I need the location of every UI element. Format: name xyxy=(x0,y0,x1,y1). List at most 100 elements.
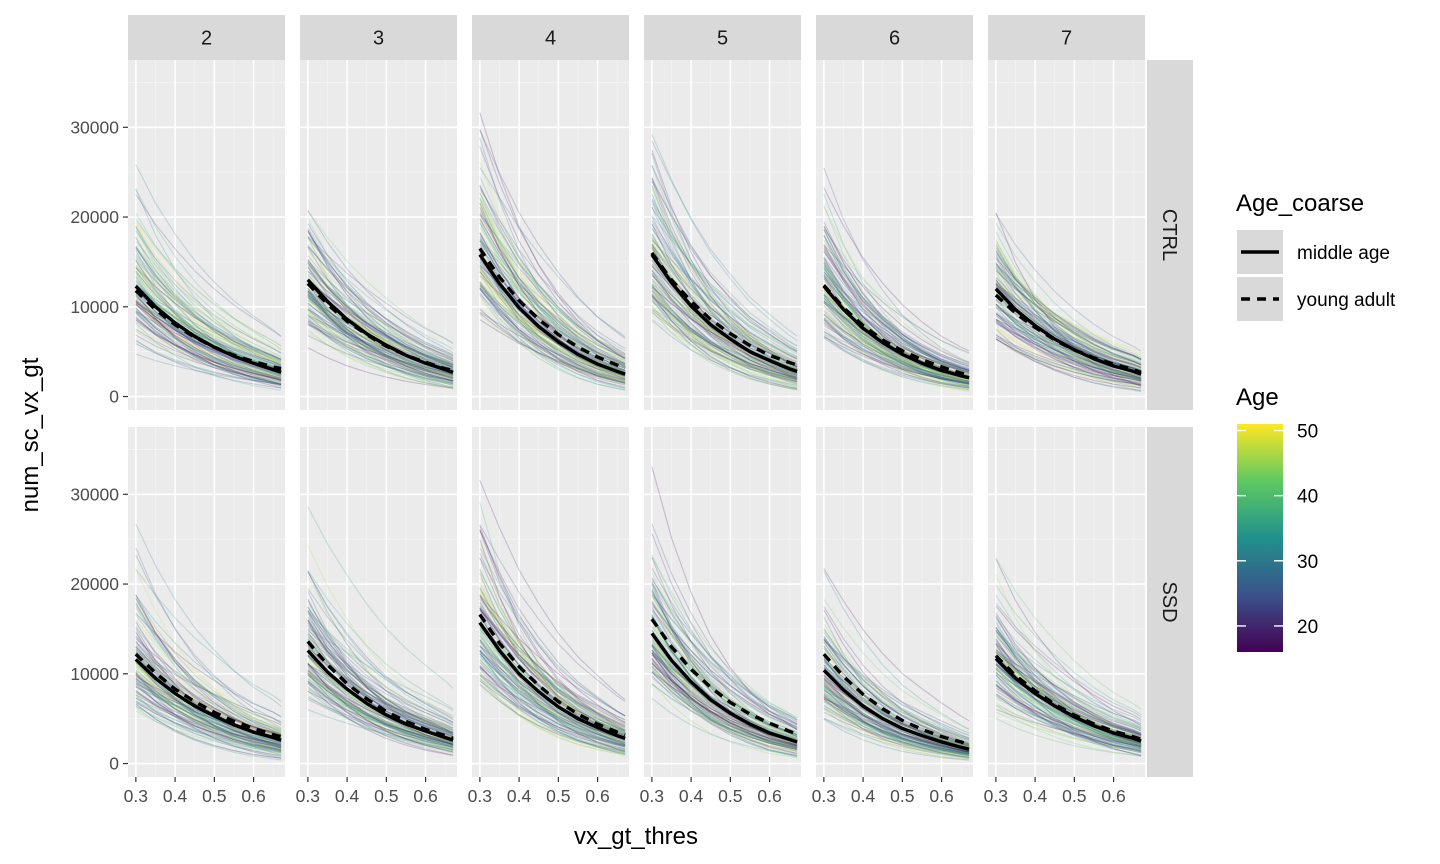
subject-line xyxy=(479,112,626,360)
subject-line xyxy=(135,692,282,744)
subject-line xyxy=(995,680,1142,752)
subject-line xyxy=(651,240,798,352)
subject-line xyxy=(995,648,1142,740)
subject-line xyxy=(995,642,1142,737)
subject-line xyxy=(995,654,1142,734)
subject-line xyxy=(651,591,798,738)
subject-line xyxy=(823,657,970,748)
subject-line xyxy=(479,653,626,745)
subject-line xyxy=(823,311,970,383)
subject-line xyxy=(135,321,282,379)
subject-line xyxy=(823,664,970,747)
subject-line xyxy=(479,218,626,367)
subject-line xyxy=(307,323,454,375)
subject-line xyxy=(651,243,798,367)
subject-line xyxy=(307,670,454,750)
subject-line xyxy=(823,314,970,382)
gridlines xyxy=(128,60,285,410)
subject-line xyxy=(135,674,282,750)
subject-line xyxy=(995,690,1142,746)
colorbar xyxy=(1237,424,1283,652)
subject-line xyxy=(823,678,970,753)
subject-line xyxy=(823,221,970,374)
subject-line xyxy=(135,680,282,743)
subject-line xyxy=(135,319,282,380)
subject-line xyxy=(995,659,1142,751)
subject-line xyxy=(651,662,798,747)
subject-line xyxy=(823,336,970,384)
subject-line xyxy=(135,607,282,734)
panel-7-CTRL xyxy=(988,60,1145,410)
subject-line xyxy=(823,331,970,384)
subject-line xyxy=(995,264,1142,358)
subject-line xyxy=(135,283,282,368)
subject-line xyxy=(135,334,282,383)
subject-line xyxy=(651,669,798,748)
subject-line xyxy=(823,639,970,734)
subject-line xyxy=(307,266,454,365)
subject-line xyxy=(135,663,282,746)
subject-line xyxy=(995,685,1142,747)
subject-line xyxy=(307,295,454,379)
subject-line xyxy=(479,502,626,748)
subject-line xyxy=(479,599,626,753)
subject-line xyxy=(135,684,282,752)
subject-line xyxy=(823,294,970,383)
strip-col-3 xyxy=(300,15,457,60)
subject-line xyxy=(307,235,454,344)
x-tick-label: 0.5 xyxy=(890,786,914,806)
subject-line xyxy=(823,685,970,757)
subject-line xyxy=(995,605,1142,720)
x-tick-label: 0.3 xyxy=(296,786,320,806)
subject-line xyxy=(995,304,1142,381)
subject-line xyxy=(651,311,798,381)
subject-line xyxy=(651,593,798,721)
subject-line xyxy=(651,662,798,749)
x-tick-label: 0.6 xyxy=(929,786,953,806)
subject-line xyxy=(651,625,798,737)
subject-line xyxy=(651,653,798,750)
x-tick-label: 0.6 xyxy=(1101,786,1125,806)
subject-line xyxy=(479,594,626,716)
subject-line xyxy=(823,718,970,758)
subject-line xyxy=(995,704,1142,749)
subject-line xyxy=(479,236,626,380)
x-tick-label: 0.4 xyxy=(679,786,704,806)
subject-line xyxy=(135,710,282,755)
legend-label-middle-age: middle age xyxy=(1297,243,1390,264)
subject-line xyxy=(823,684,970,752)
subject-line xyxy=(135,222,282,347)
subject-line xyxy=(135,695,282,757)
subject-line xyxy=(307,319,454,382)
individual-lines xyxy=(823,167,970,393)
subject-line xyxy=(823,666,970,741)
subject-line xyxy=(995,263,1142,365)
subject-line xyxy=(307,302,454,376)
subject-line xyxy=(479,162,626,368)
subject-line xyxy=(479,595,626,728)
subject-line xyxy=(307,227,454,365)
subject-line xyxy=(651,583,798,725)
subject-line xyxy=(651,285,798,388)
subject-line xyxy=(135,289,282,365)
subject-line xyxy=(135,651,282,723)
subject-line xyxy=(135,594,282,731)
subject-line xyxy=(651,639,798,745)
subject-line xyxy=(823,640,970,736)
subject-line xyxy=(307,318,454,389)
subject-line xyxy=(479,569,626,734)
subject-line xyxy=(479,668,626,754)
subject-line xyxy=(135,257,282,362)
subject-line xyxy=(479,552,626,732)
subject-line xyxy=(135,683,282,753)
subject-line xyxy=(823,319,970,389)
subject-line xyxy=(307,610,454,717)
subject-line xyxy=(135,265,282,362)
subject-line xyxy=(823,287,970,387)
y-tick-label: 0 xyxy=(109,387,119,407)
subject-line xyxy=(479,529,626,717)
colorbar-tick-label: 50 xyxy=(1297,422,1318,443)
subject-line xyxy=(823,244,970,354)
subject-line xyxy=(479,609,626,721)
subject-line xyxy=(823,691,970,755)
